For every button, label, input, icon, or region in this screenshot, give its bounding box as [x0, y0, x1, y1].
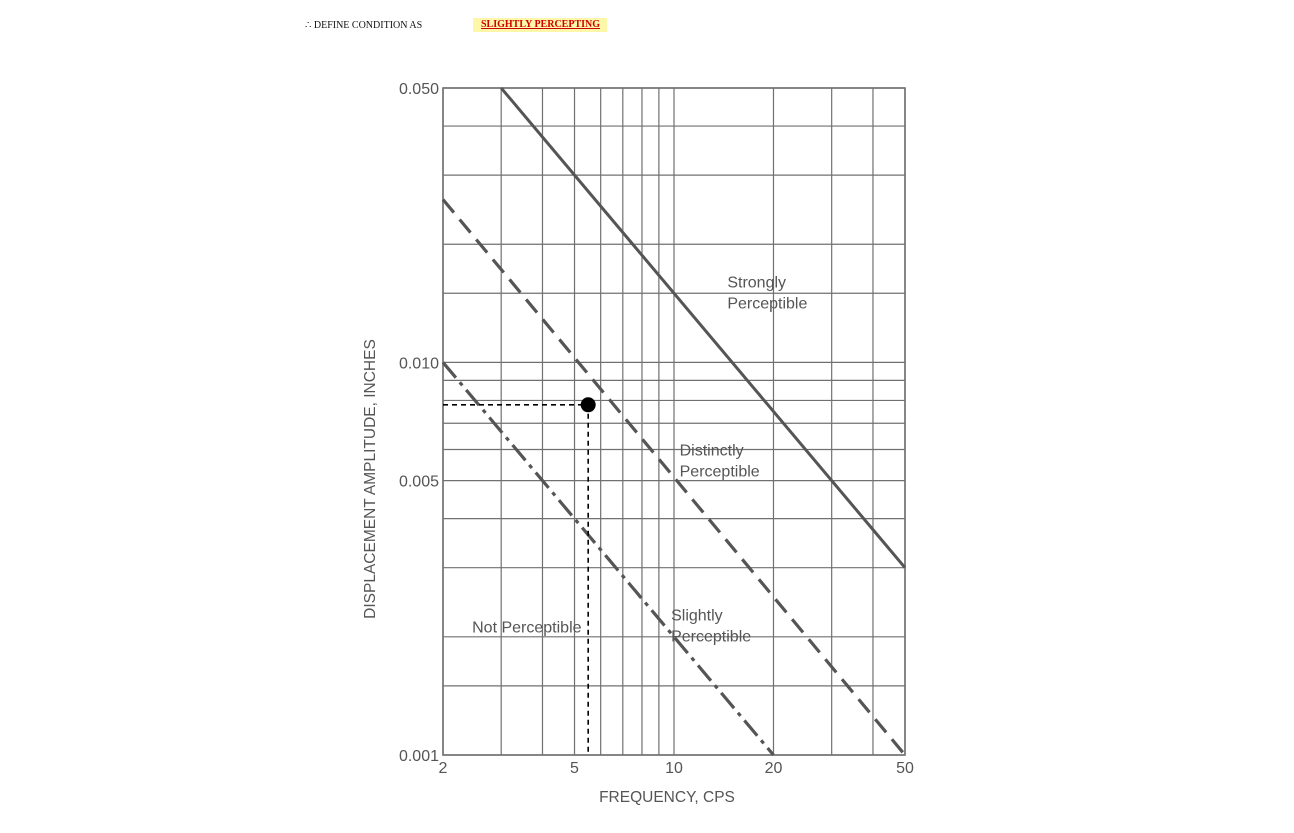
x-tick-label: 20	[765, 760, 783, 777]
region-label-slightly: Slightly Perceptible	[671, 608, 751, 646]
x-axis-title: FREQUENCY, CPS	[599, 789, 735, 806]
y-tick-label: 0.005	[399, 474, 439, 491]
x-tick-label: 10	[665, 760, 683, 777]
x-tick-label: 50	[896, 760, 914, 777]
region-label-line: Perceptible	[671, 629, 751, 646]
series-line-boundary-strong	[500, 87, 907, 569]
region-label-line: Not Perceptible	[472, 620, 581, 637]
region-label-line: Strongly	[727, 275, 786, 292]
y-axis-title: DISPLACEMENT AMPLITUDE, INCHES	[362, 339, 379, 619]
region-label-line: Perceptible	[727, 296, 807, 313]
x-tick-label: 5	[570, 760, 579, 777]
series-line-boundary-slight	[441, 361, 775, 757]
region-label-strongly: Strongly Perceptible	[727, 275, 807, 313]
selected-point-marker	[580, 397, 596, 413]
x-tick-label: 2	[439, 760, 448, 777]
series-line-boundary-distinct	[441, 198, 907, 757]
define-condition-label: ∴ DEFINE CONDITION AS	[305, 20, 423, 31]
y-tick-label: 0.010	[399, 355, 439, 372]
region-label-line: Slightly	[671, 608, 723, 625]
region-label-line: Perceptible	[680, 463, 760, 480]
condition-value-badge: SLIGHTLY PERCEPTING	[473, 18, 608, 32]
plot-frame	[442, 87, 906, 756]
condition-header: ∴ DEFINE CONDITION AS SLIGHTLY PERCEPTIN…	[305, 18, 635, 34]
region-label-not: Not Perceptible	[472, 620, 581, 637]
y-tick-label: 0.001	[399, 748, 439, 765]
plot-grid	[442, 87, 906, 756]
region-label-line: Distinctly	[680, 442, 744, 459]
region-label-distinctly: Distinctly Perceptible	[680, 442, 760, 480]
y-tick-label: 0.050	[399, 81, 439, 98]
